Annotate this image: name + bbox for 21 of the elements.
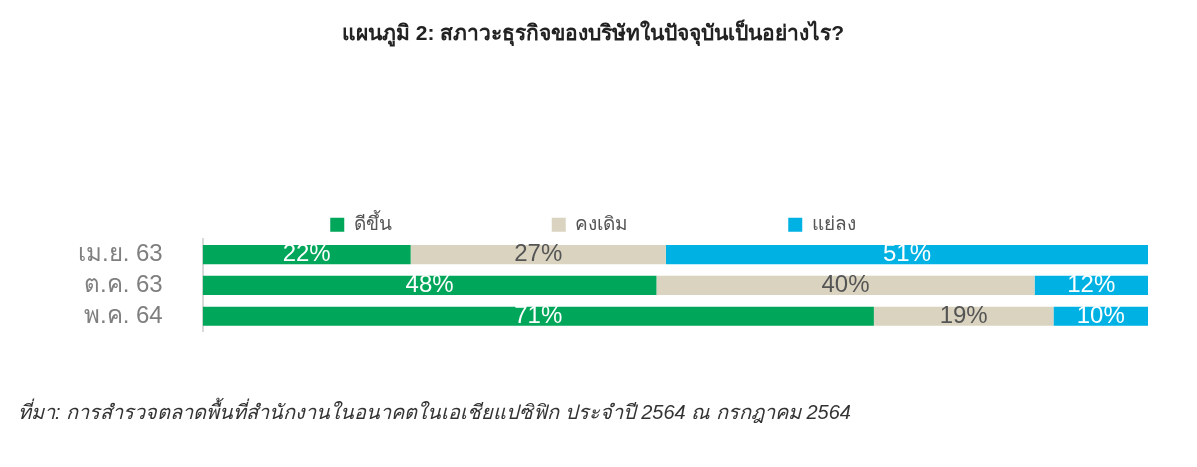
y-tick-label: พ.ค. 64 bbox=[84, 300, 163, 328]
data-label: 71% bbox=[514, 300, 563, 328]
data-label: 19% bbox=[939, 300, 988, 328]
data-label: 10% bbox=[1076, 300, 1125, 328]
bar bbox=[410, 245, 666, 265]
y-tick-label: ต.ค. 63 bbox=[84, 270, 163, 298]
data-label: 27% bbox=[514, 239, 563, 267]
legend-label: คงเดิม bbox=[575, 212, 629, 234]
legend-label: แย่ลง bbox=[811, 212, 856, 234]
bar bbox=[665, 245, 1148, 265]
text: ที่มา: การสำรวจตลาดพื้นที่สำนักงานในอนาคตในเอเชียแปซิฟิก ประจำปี 2564 ณ กรกฎาคม 2564 bbox=[17, 396, 852, 425]
bar bbox=[202, 245, 411, 265]
bar bbox=[202, 275, 657, 295]
bar bbox=[202, 306, 874, 326]
chart-title: แผนภูมิ 2: สภาวะธุรกิจของบริษัทในปัจจุบันเป็นอย่างไร? bbox=[341, 19, 845, 48]
data-label: 40% bbox=[821, 270, 870, 298]
legend-label: ดีขึ้น bbox=[353, 209, 392, 234]
bar bbox=[656, 275, 1035, 295]
y-tick-label: เม.ย. 63 bbox=[78, 239, 163, 267]
data-label: 12% bbox=[1067, 270, 1116, 298]
data-label: 48% bbox=[405, 270, 454, 298]
